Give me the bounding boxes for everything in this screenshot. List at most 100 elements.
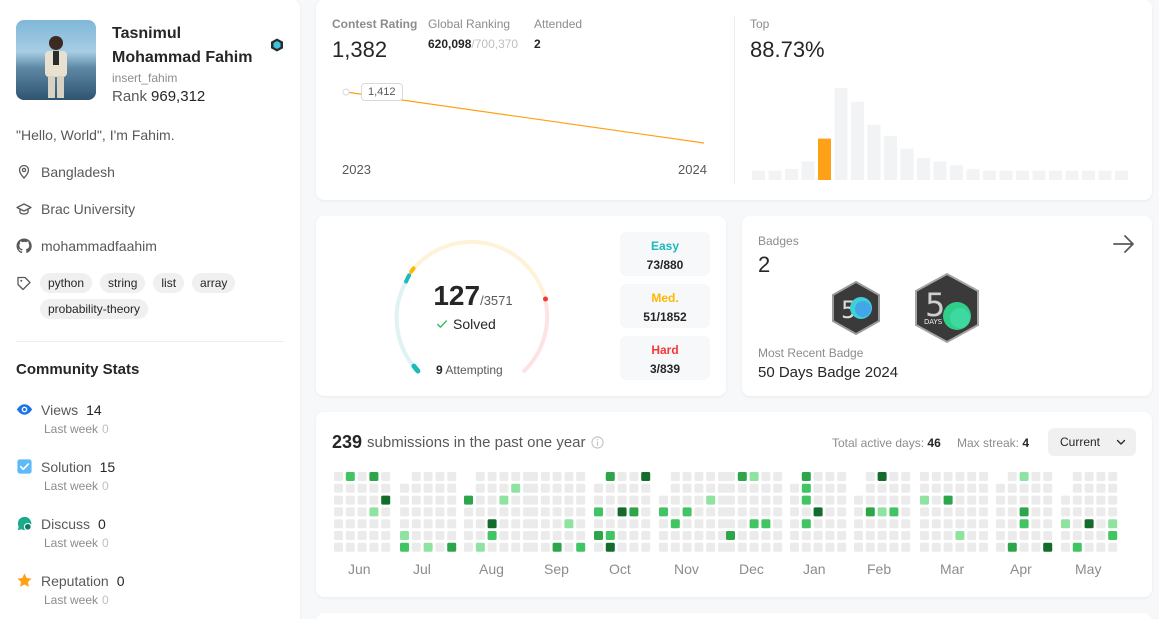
- heatmap-cell[interactable]: [979, 542, 988, 552]
- heatmap-cell[interactable]: [423, 519, 433, 529]
- heatmap-cell[interactable]: [790, 483, 799, 493]
- heatmap-cell[interactable]: [423, 542, 433, 552]
- heatmap-cell[interactable]: [749, 483, 759, 493]
- heatmap-cell[interactable]: [931, 495, 941, 505]
- heatmap-cell[interactable]: [617, 519, 627, 529]
- heatmap-cell[interactable]: [837, 483, 847, 493]
- heatmap-cell[interactable]: [423, 531, 433, 540]
- heatmap-cell[interactable]: [889, 519, 899, 529]
- heatmap-cell[interactable]: [749, 507, 759, 517]
- heatmap-cell[interactable]: [773, 542, 783, 552]
- heatmap-cell[interactable]: [865, 495, 875, 505]
- heatmap-cell[interactable]: [979, 483, 988, 493]
- heatmap-cell[interactable]: [1096, 507, 1106, 517]
- heatmap-cell[interactable]: [564, 531, 574, 540]
- heatmap-cell[interactable]: [979, 507, 988, 517]
- heatmap-cell[interactable]: [967, 507, 977, 517]
- heatmap-cell[interactable]: [1031, 495, 1041, 505]
- heatmap-cell[interactable]: [605, 531, 615, 540]
- heatmap-cell[interactable]: [967, 531, 977, 540]
- heatmap-cell[interactable]: [605, 483, 615, 493]
- heatmap-cell[interactable]: [694, 495, 704, 505]
- heatmap-cell[interactable]: [773, 519, 783, 529]
- heatmap-cell[interactable]: [540, 531, 550, 540]
- heatmap-cell[interactable]: [605, 542, 615, 552]
- heatmap-cell[interactable]: [400, 519, 409, 529]
- heatmap-cell[interactable]: [1019, 483, 1029, 493]
- heatmap-cell[interactable]: [706, 542, 716, 552]
- heatmap-cell[interactable]: [411, 472, 421, 481]
- heatmap-cell[interactable]: [357, 542, 367, 552]
- heatmap-cell[interactable]: [594, 531, 603, 540]
- heatmap-cell[interactable]: [1019, 519, 1029, 529]
- heatmap-cell[interactable]: [1096, 483, 1106, 493]
- heatmap-cell[interactable]: [576, 531, 586, 540]
- heatmap-cell[interactable]: [464, 542, 473, 552]
- heatmap-cell[interactable]: [1084, 519, 1094, 529]
- heatmap-cell[interactable]: [706, 507, 716, 517]
- heatmap-cell[interactable]: [499, 519, 509, 529]
- heatmap-cell[interactable]: [670, 495, 680, 505]
- heatmap-cell[interactable]: [790, 507, 799, 517]
- heatmap-cell[interactable]: [464, 531, 473, 540]
- heatmap-cell[interactable]: [837, 507, 847, 517]
- heatmap-cell[interactable]: [825, 519, 835, 529]
- heatmap-cell[interactable]: [423, 472, 433, 481]
- heatmap-cell[interactable]: [813, 507, 823, 517]
- heatmap-cell[interactable]: [967, 483, 977, 493]
- heatmap-cell[interactable]: [694, 483, 704, 493]
- heatmap-cell[interactable]: [943, 483, 953, 493]
- heatmap-cell[interactable]: [813, 483, 823, 493]
- heatmap-cell[interactable]: [1043, 542, 1053, 552]
- heatmap-cell[interactable]: [979, 472, 988, 481]
- heatmap-cell[interactable]: [334, 519, 343, 529]
- heatmap-cell[interactable]: [749, 542, 759, 552]
- ranking-histogram[interactable]: [752, 84, 1136, 180]
- difficulty-easy[interactable]: Easy 73/880: [620, 232, 710, 276]
- heatmap-cell[interactable]: [617, 483, 627, 493]
- heatmap-cell[interactable]: [943, 495, 953, 505]
- heatmap-cell[interactable]: [411, 483, 421, 493]
- heatmap-cell[interactable]: [400, 507, 409, 517]
- heatmap-cell[interactable]: [334, 472, 343, 481]
- heatmap-cell[interactable]: [761, 472, 771, 481]
- heatmap-cell[interactable]: [749, 495, 759, 505]
- heatmap-cell[interactable]: [594, 483, 603, 493]
- heatmap-cell[interactable]: [529, 542, 538, 552]
- heatmap-cell[interactable]: [487, 507, 497, 517]
- heatmap-cell[interactable]: [996, 483, 1005, 493]
- heatmap-cell[interactable]: [865, 483, 875, 493]
- heatmap-cell[interactable]: [381, 483, 391, 493]
- heatmap-cell[interactable]: [564, 519, 574, 529]
- info-icon[interactable]: [590, 436, 604, 449]
- heatmap-cell[interactable]: [464, 519, 473, 529]
- heatmap-cell[interactable]: [920, 472, 929, 481]
- heatmap-cell[interactable]: [1007, 542, 1017, 552]
- heatmap-cell[interactable]: [1019, 542, 1029, 552]
- heatmap-cell[interactable]: [996, 507, 1005, 517]
- heatmap-cell[interactable]: [435, 542, 445, 552]
- heatmap-cell[interactable]: [837, 519, 847, 529]
- heatmap-cell[interactable]: [1096, 531, 1106, 540]
- heatmap-cell[interactable]: [499, 531, 509, 540]
- heatmap-cell[interactable]: [447, 507, 457, 517]
- heatmap-cell[interactable]: [737, 495, 747, 505]
- heatmap-cell[interactable]: [345, 542, 355, 552]
- heatmap-cell[interactable]: [357, 483, 367, 493]
- heatmap-cell[interactable]: [540, 483, 550, 493]
- heatmap-cell[interactable]: [877, 472, 887, 481]
- heatmap-cell[interactable]: [749, 531, 759, 540]
- heatmap-cell[interactable]: [435, 531, 445, 540]
- heatmap-cell[interactable]: [801, 519, 811, 529]
- heatmap-cell[interactable]: [499, 495, 509, 505]
- heatmap-cell[interactable]: [447, 519, 457, 529]
- heatmap-cell[interactable]: [564, 483, 574, 493]
- heatmap-cell[interactable]: [901, 542, 911, 552]
- heatmap-cell[interactable]: [801, 542, 811, 552]
- heatmap-cell[interactable]: [1043, 472, 1053, 481]
- heatmap-cell[interactable]: [865, 531, 875, 540]
- heatmap-cell[interactable]: [718, 519, 727, 529]
- heatmap-cell[interactable]: [931, 531, 941, 540]
- heatmap-cell[interactable]: [381, 507, 391, 517]
- heatmap-cell[interactable]: [813, 519, 823, 529]
